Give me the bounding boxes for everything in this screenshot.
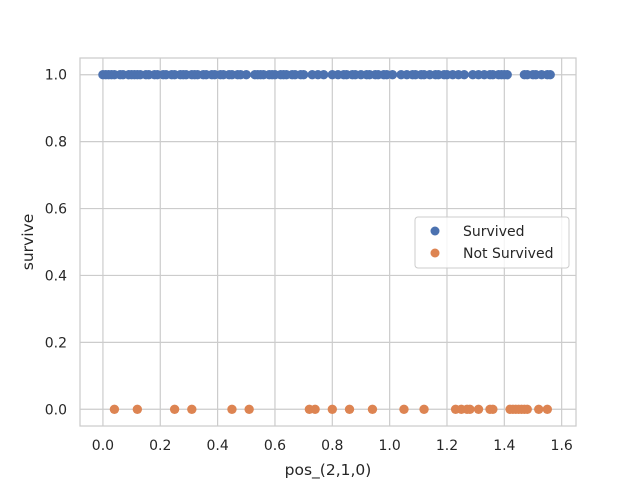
x-tick-label: 1.0 <box>379 438 401 454</box>
point-not-survived <box>542 404 553 414</box>
x-tick-label: 0.6 <box>264 438 286 454</box>
y-axis-label: survive <box>19 214 37 270</box>
point-survived <box>387 70 398 80</box>
y-tick-label: 1.0 <box>45 68 67 84</box>
point-not-survived <box>465 404 475 414</box>
point-not-survived <box>169 404 180 414</box>
point-not-survived <box>399 404 409 414</box>
legend: Survived Not Survived <box>414 216 570 269</box>
point-survived <box>318 70 329 80</box>
data-points <box>98 70 555 414</box>
legend-marker-survived <box>430 226 440 236</box>
point-not-survived <box>244 404 254 414</box>
legend-label-survived: Survived <box>463 224 524 240</box>
y-tick-label: 0.4 <box>45 268 67 284</box>
x-tick-label: 0.0 <box>92 438 114 454</box>
tick-labels: 0.0 0.2 0.4 0.6 0.8 1.0 1.2 1.4 1.6 0.0 0.2 0.4 0.6 0… <box>45 68 573 454</box>
legend-marker-not-survived <box>430 248 440 258</box>
point-survived <box>241 70 251 80</box>
point-not-survived <box>310 404 320 414</box>
legend-label-not-survived: Not Survived <box>463 246 553 262</box>
point-not-survived <box>227 404 237 414</box>
x-tick-label: 1.6 <box>551 438 573 454</box>
point-survived <box>545 70 555 80</box>
point-not-survived <box>419 404 429 414</box>
y-tick-label: 0.6 <box>45 202 67 218</box>
x-tick-label: 0.8 <box>321 438 343 454</box>
point-not-survived <box>522 404 532 414</box>
point-survived <box>298 70 309 80</box>
y-tick-label: 0.8 <box>45 135 67 151</box>
y-tick-label: 0.0 <box>45 402 67 418</box>
point-not-survived <box>473 404 484 414</box>
legend-box <box>414 216 570 269</box>
point-not-survived <box>327 404 338 414</box>
x-axis-label: pos_(2,1,0) <box>285 461 372 480</box>
point-survived <box>502 70 512 80</box>
x-tick-label: 0.4 <box>206 438 228 454</box>
x-tick-label: 1.2 <box>436 438 458 454</box>
y-tick-label: 0.2 <box>45 335 67 351</box>
plot-frame <box>79 57 577 427</box>
point-not-survived <box>109 404 120 414</box>
point-not-survived <box>344 404 355 414</box>
point-not-survived <box>187 404 197 414</box>
point-not-survived <box>132 404 143 414</box>
x-tick-label: 1.4 <box>493 438 515 454</box>
point-not-survived <box>367 404 378 414</box>
point-not-survived <box>488 404 498 414</box>
x-tick-label: 0.2 <box>149 438 171 454</box>
point-survived <box>459 70 469 80</box>
point-not-survived <box>534 404 544 414</box>
